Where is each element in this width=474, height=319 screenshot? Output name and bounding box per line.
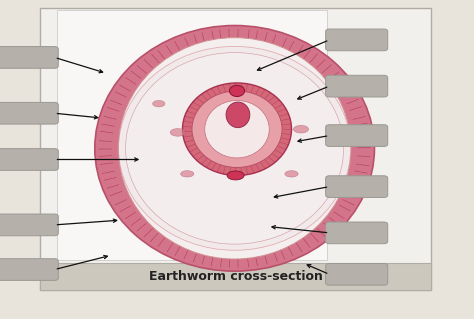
FancyBboxPatch shape (326, 75, 388, 97)
Ellipse shape (226, 102, 250, 128)
FancyBboxPatch shape (0, 214, 58, 236)
Ellipse shape (118, 38, 351, 259)
FancyBboxPatch shape (326, 222, 388, 244)
FancyBboxPatch shape (0, 149, 58, 170)
FancyBboxPatch shape (326, 29, 388, 51)
FancyBboxPatch shape (326, 263, 388, 285)
FancyBboxPatch shape (326, 176, 388, 197)
FancyBboxPatch shape (326, 125, 388, 146)
FancyBboxPatch shape (0, 259, 58, 280)
Ellipse shape (153, 100, 165, 107)
Ellipse shape (181, 171, 194, 177)
Ellipse shape (192, 91, 282, 167)
Ellipse shape (126, 53, 344, 244)
Ellipse shape (285, 171, 298, 177)
Text: Earthworm cross-section: Earthworm cross-section (149, 271, 323, 283)
Ellipse shape (95, 26, 374, 271)
FancyBboxPatch shape (0, 102, 58, 124)
Ellipse shape (118, 46, 351, 250)
Bar (40, 263, 431, 290)
Bar (57, 10, 327, 260)
Ellipse shape (229, 85, 245, 97)
Ellipse shape (170, 129, 185, 136)
Ellipse shape (293, 125, 309, 133)
FancyBboxPatch shape (0, 47, 58, 68)
Ellipse shape (205, 100, 269, 158)
Ellipse shape (182, 83, 292, 175)
FancyBboxPatch shape (40, 8, 431, 290)
Ellipse shape (227, 171, 244, 180)
